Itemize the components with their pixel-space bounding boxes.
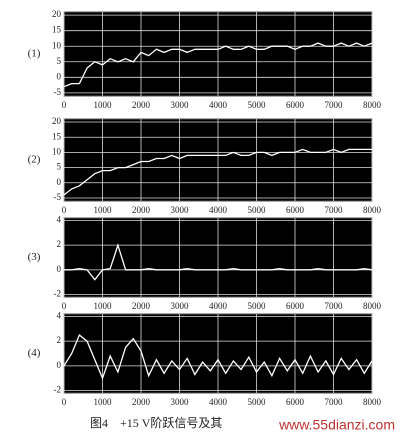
signal-line [63, 333, 373, 381]
x-tick-label: 2000 [132, 100, 151, 110]
x-tick-label: 0 [62, 397, 67, 407]
y-tick-label: 0 [57, 177, 62, 187]
x-tick-label: 4000 [209, 205, 228, 215]
x-tick-label: 0 [62, 301, 67, 311]
x-tick-label: 3000 [171, 301, 190, 311]
y-tick-label: 2 [57, 239, 62, 249]
x-tick-label: 5000 [248, 205, 267, 215]
x-tick-label: 8000 [363, 397, 382, 407]
watermark: www.55dianzi.com [278, 417, 395, 433]
panel-label: (3) [28, 251, 41, 263]
panel-label: (2) [28, 154, 41, 166]
x-tick-label: 2000 [132, 205, 151, 215]
x-tick-label: 5000 [248, 100, 267, 110]
signal-line [63, 42, 373, 88]
x-tick-label: 5000 [248, 301, 267, 311]
x-tick-label: 8000 [363, 301, 382, 311]
x-tick-label: 4000 [209, 100, 228, 110]
x-tick-label: 4000 [209, 397, 228, 407]
y-tick-label: 0 [57, 360, 62, 370]
y-tick-label: 15 [52, 25, 62, 35]
y-tick-label: 10 [52, 40, 62, 50]
x-tick-label: 4000 [209, 301, 228, 311]
x-tick-label: 3000 [171, 100, 190, 110]
y-tick-label: -2 [54, 289, 62, 299]
x-tick-label: 6000 [286, 397, 305, 407]
x-tick-label: 5000 [248, 397, 267, 407]
y-tick-label: 4 [57, 215, 62, 225]
y-tick-label: 5 [57, 56, 62, 66]
x-tick-label: 7000 [325, 301, 344, 311]
y-tick-label: 0 [57, 71, 62, 81]
x-tick-label: 1000 [94, 397, 113, 407]
caption: 图4 +15 V阶跃信号及其 [90, 416, 222, 430]
x-tick-label: 0 [62, 100, 67, 110]
x-tick-label: 7000 [325, 100, 344, 110]
panel-label: (4) [28, 347, 41, 359]
x-tick-label: 2000 [132, 301, 151, 311]
y-tick-label: 10 [52, 146, 62, 156]
x-tick-label: 6000 [286, 301, 305, 311]
x-tick-label: 6000 [286, 205, 305, 215]
y-tick-label: -5 [54, 87, 62, 97]
y-tick-label: -5 [54, 192, 62, 202]
x-tick-label: 1000 [94, 301, 113, 311]
y-tick-label: 0 [57, 264, 62, 274]
x-tick-label: 3000 [171, 205, 190, 215]
y-tick-label: 20 [52, 116, 62, 126]
y-tick-label: 5 [57, 162, 62, 172]
x-tick-label: 8000 [363, 100, 382, 110]
x-tick-label: 8000 [363, 205, 382, 215]
x-tick-label: 1000 [94, 100, 113, 110]
signal-line [64, 243, 373, 281]
y-tick-label: 2 [57, 335, 62, 345]
y-tick-label: 15 [52, 131, 62, 141]
signal-line [63, 148, 372, 196]
y-tick-label: 20 [52, 9, 62, 19]
x-tick-label: 3000 [171, 397, 190, 407]
x-tick-label: 1000 [94, 205, 113, 215]
x-tick-label: 7000 [325, 205, 344, 215]
panel-label: (1) [28, 48, 41, 60]
x-tick-label: 7000 [325, 397, 344, 407]
y-tick-label: -2 [54, 385, 62, 395]
x-tick-label: 2000 [132, 397, 151, 407]
x-tick-label: 6000 [286, 100, 305, 110]
y-tick-label: 4 [57, 311, 62, 321]
x-tick-label: 0 [62, 205, 67, 215]
